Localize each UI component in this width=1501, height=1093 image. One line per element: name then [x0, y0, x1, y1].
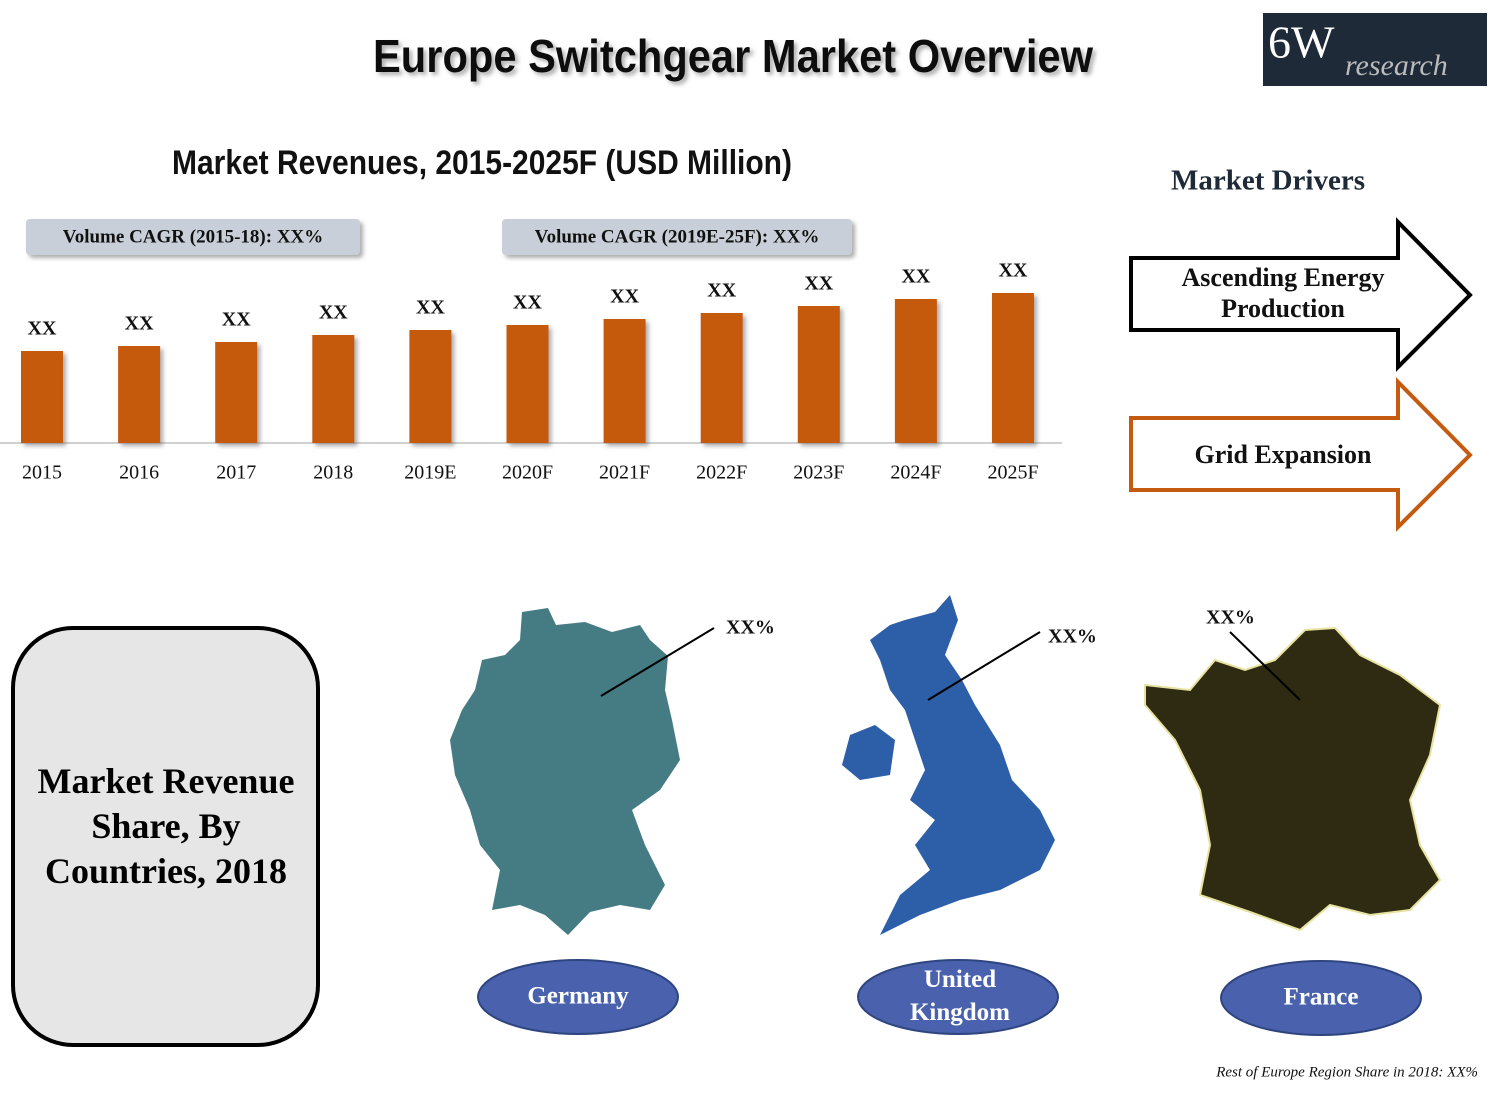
x-tick-label: 2023F [793, 462, 844, 484]
country-name: Germany [527, 983, 629, 1010]
value-label: XX [804, 273, 833, 295]
share-label: XX% [1206, 607, 1255, 629]
driver-label: Grid Expansion [1194, 440, 1372, 469]
country-badge [857, 959, 1059, 1035]
value-label: XX [901, 266, 930, 288]
bar [992, 293, 1034, 443]
x-tick-label: 2025F [987, 462, 1038, 484]
leader-line [600, 627, 715, 697]
cagr-box [502, 219, 852, 255]
leader-line [1229, 631, 1301, 701]
value-label: XX [513, 292, 542, 314]
drivers-title: Market Drivers [1171, 165, 1365, 197]
country-badge [1220, 960, 1422, 1036]
driver-label: Ascending Energy Production [1182, 263, 1385, 323]
x-tick-label: 2024F [890, 462, 941, 484]
bar [312, 335, 355, 443]
share-label: XX% [1048, 626, 1097, 648]
cagr-label: Volume CAGR (2015-18): XX% [63, 226, 324, 247]
bar [21, 351, 63, 443]
cagr-label: Volume CAGR (2019E-25F): XX% [535, 226, 820, 247]
uk-map [870, 595, 1055, 935]
cagr-box [26, 219, 360, 255]
page-title: Europe Switchgear Market Overview [373, 30, 1093, 82]
x-tick-label: 2016 [119, 462, 159, 484]
share-label: XX% [726, 617, 775, 639]
value-label: XX [610, 286, 639, 308]
x-tick-label: 2022F [696, 462, 747, 484]
countries-title: Market Revenue Share, By Countries, 2018 [38, 761, 295, 891]
bar-group: XX 2015 XX 2016 XX 2017 XX 2018 XX 2019E XX 2020F XX… [21, 260, 1039, 484]
germany-map [450, 608, 680, 935]
value-label: XX [125, 313, 154, 335]
value-label: XX [416, 297, 445, 319]
bar [506, 325, 549, 443]
logo-sub: research [1345, 49, 1448, 82]
x-tick-label: 2020F [502, 462, 553, 484]
bar [603, 319, 646, 443]
driver-arrow [1129, 377, 1473, 532]
country-name: France [1284, 984, 1359, 1011]
footnote: Rest of Europe Region Share in 2018: XX% [1215, 1064, 1478, 1080]
value-label: XX [319, 302, 348, 324]
driver-arrow [1129, 217, 1473, 372]
country-badge [477, 959, 679, 1035]
value-label: XX [707, 280, 736, 302]
logo-main: 6W [1268, 17, 1335, 68]
value-label: XX [28, 318, 57, 340]
bar [215, 342, 258, 443]
x-tick-label: 2018 [313, 462, 353, 484]
bar [894, 299, 937, 443]
logo-box [1263, 13, 1487, 86]
chart-title: Market Revenues, 2015-2025F (USD Million… [172, 144, 792, 182]
x-tick-label: 2017 [216, 462, 256, 484]
x-tick-label: 2019E [404, 462, 456, 484]
value-label: XX [222, 309, 251, 331]
countries-box [11, 626, 320, 1047]
france-map [1144, 626, 1442, 932]
value-label: XX [999, 260, 1028, 282]
bar [797, 306, 840, 443]
leader-line [927, 631, 1041, 701]
bar [700, 313, 743, 443]
country-name: United Kingdom [910, 966, 1010, 1026]
ireland-map [842, 725, 895, 780]
x-tick-label: 2021F [599, 462, 650, 484]
x-tick-label: 2015 [22, 462, 62, 484]
bar [409, 330, 452, 443]
bar [118, 346, 161, 443]
